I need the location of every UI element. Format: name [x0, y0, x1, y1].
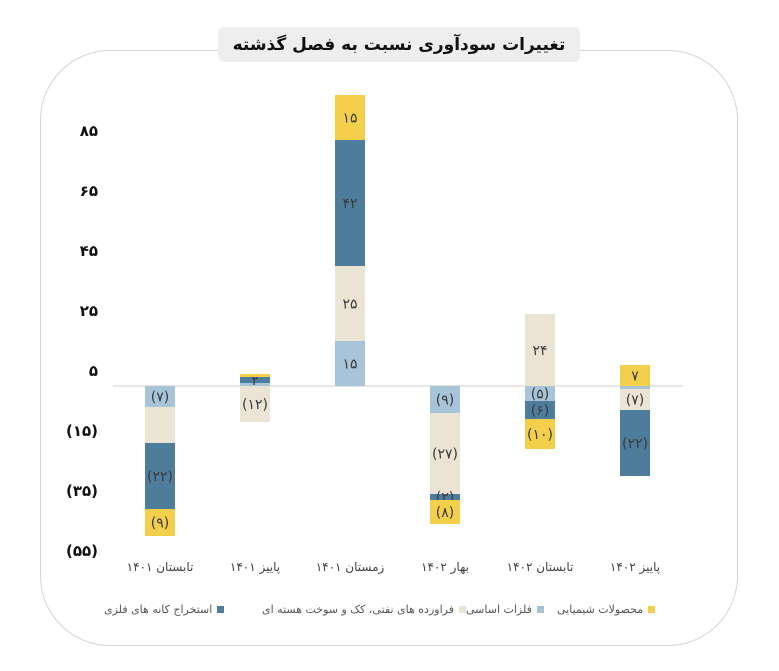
bar-segment [145, 386, 175, 407]
bar-segment [620, 386, 650, 389]
data-label: (۵) [531, 387, 549, 403]
x-tick-label: پاییز ۱۴۰۱ [230, 560, 280, 575]
legend-swatch-chemicals [648, 606, 656, 613]
data-label: (۹) [436, 393, 454, 409]
data-label: (۱۲) [242, 397, 268, 413]
y-tick-label: (۱۵) [66, 422, 98, 440]
legend-swatch-petro [458, 606, 466, 613]
data-label: ۴۲ [342, 196, 357, 212]
data-label: (۷) [626, 393, 644, 409]
legend-label-basic-metals: فلزات اساسی [466, 603, 532, 616]
legend-item-chemicals: محصولات شیمیایی [557, 603, 656, 616]
legend: استخراج کانه های فلزی فراورده های نفتی، … [0, 603, 779, 623]
bar-segment [525, 419, 555, 449]
data-label: ۲ [251, 373, 259, 389]
bar-segment [240, 383, 270, 386]
bar-segment [145, 443, 175, 509]
data-label: ۱۵ [342, 357, 357, 373]
legend-label-chemicals: محصولات شیمیایی [557, 603, 644, 616]
bar-segment [335, 341, 365, 386]
bar-segment [620, 365, 650, 386]
y-tick-label: ۸۵ [80, 122, 98, 140]
bar-segment [240, 377, 270, 383]
data-label: (۱۰) [527, 427, 553, 443]
bar-segment [620, 410, 650, 476]
legend-item-petro: فراورده های نفتی، کک و سوخت هسته ای [262, 603, 466, 616]
data-label: (۲۲) [622, 436, 648, 452]
bar-segment [145, 509, 175, 536]
bar-segment [430, 494, 460, 500]
legend-label-petro: فراورده های نفتی، کک و سوخت هسته ای [262, 603, 454, 616]
y-tick-label: ۶۵ [80, 182, 98, 200]
bar-segment [430, 386, 460, 413]
y-tick-label: (۳۵) [66, 482, 98, 500]
chart-card [40, 50, 738, 646]
data-label: ۲۵ [342, 297, 357, 313]
data-label: (۸) [436, 505, 454, 521]
bar-segment [430, 500, 460, 524]
data-label: (۲۷) [432, 447, 458, 463]
legend-swatch-mining [217, 606, 225, 613]
data-label: ۷ [631, 369, 639, 385]
data-label: (۹) [151, 516, 169, 532]
chart-title: تغییرات سودآوری نسبت به فصل گذشته [218, 27, 580, 62]
x-tick-label: زمستان ۱۴۰۱ [316, 560, 385, 575]
x-tick-label: تابستان ۱۴۰۲ [507, 560, 574, 574]
data-label: ۲۴ [532, 343, 547, 359]
data-label: ۱۵ [342, 111, 357, 127]
x-tick-label: بهار ۱۴۰۲ [421, 560, 469, 575]
bar-segment [525, 314, 555, 386]
bar-segment [525, 386, 555, 401]
bar-segment [335, 140, 365, 266]
bar-segment [240, 386, 270, 422]
bar-segment [525, 401, 555, 419]
data-label: (۷) [151, 390, 169, 406]
y-tick-label: (۵۵) [66, 542, 98, 560]
bar-segment [145, 407, 175, 443]
legend-item-basic-metals: فلزات اساسی [466, 603, 544, 616]
bar-segment [335, 266, 365, 341]
bar-segment [620, 389, 650, 410]
legend-swatch-basic-metals [536, 606, 544, 613]
y-tick-label: ۴۵ [80, 242, 98, 260]
bar-segment [335, 95, 365, 140]
y-tick-label: ۲۵ [80, 302, 98, 320]
bar-segment [240, 374, 270, 377]
x-tick-label: تابستان ۱۴۰۱ [127, 560, 194, 574]
bar-segment [430, 413, 460, 494]
legend-item-mining: استخراج کانه های فلزی [104, 603, 225, 616]
y-tick-label: ۵ [89, 362, 98, 380]
legend-label-mining: استخراج کانه های فلزی [104, 603, 213, 616]
data-label: (۶) [531, 403, 549, 419]
data-label: (۲۲) [147, 469, 173, 485]
x-tick-label: پاییز ۱۴۰۲ [610, 560, 660, 575]
